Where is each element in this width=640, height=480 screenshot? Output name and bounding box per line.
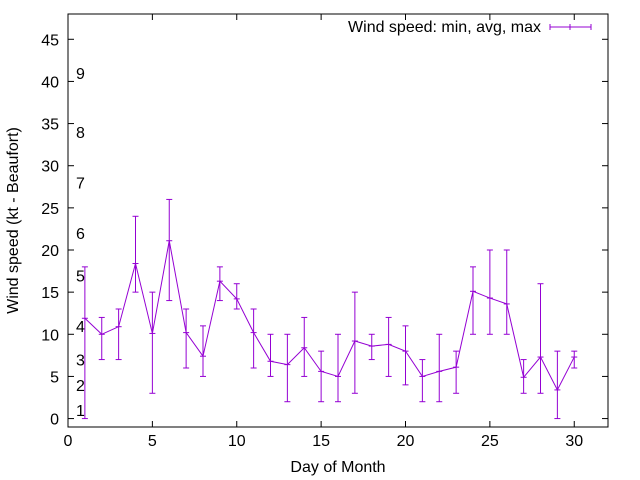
x-tick-label: 15 <box>312 433 330 450</box>
data-point-error-bar <box>470 266 476 335</box>
y-tick-label: 15 <box>41 285 59 302</box>
y-tick-label: 40 <box>41 74 59 91</box>
x-tick-label: 30 <box>565 433 583 450</box>
data-point-error-bar <box>419 359 426 403</box>
y-tick-label: 5 <box>50 369 59 386</box>
data-point-error-bar <box>453 350 460 394</box>
data-point-error-bar <box>284 333 291 403</box>
data-point-error-bar <box>250 308 257 369</box>
x-axis-ticks: 0 5 10 15 20 25 30 <box>64 14 583 450</box>
x-tick-label: 10 <box>228 433 246 450</box>
data-point-error-bar <box>486 249 493 335</box>
y-tick-label: 45 <box>41 32 59 49</box>
data-point-error-bar <box>368 333 375 361</box>
data-point-error-bar <box>520 359 527 394</box>
beaufort-label: 6 <box>76 226 85 243</box>
x-tick-label: 25 <box>481 433 499 450</box>
data-point-error-bar <box>503 249 510 335</box>
y-tick-label: 35 <box>41 117 59 134</box>
data-point-error-bar <box>149 291 156 394</box>
beaufort-scale-labels: 1 2 3 4 5 6 7 8 9 <box>76 66 85 420</box>
x-tick-label: 0 <box>64 433 73 450</box>
x-tick-label: 5 <box>148 433 157 450</box>
data-point-error-bar <box>132 215 139 293</box>
y-tick-label: 20 <box>41 243 59 260</box>
y-tick-label: 30 <box>41 159 59 176</box>
wind-speed-series <box>81 198 578 420</box>
x-tick-label: 20 <box>397 433 415 450</box>
data-point-error-bar <box>183 308 190 369</box>
data-point-error-bar <box>571 350 578 369</box>
data-point-error-bar <box>335 333 341 403</box>
data-point-error-bar <box>436 333 443 403</box>
data-point-error-bar <box>81 266 88 420</box>
data-point-error-bar <box>318 350 325 403</box>
beaufort-label: 7 <box>76 176 85 193</box>
data-point-error-bar <box>301 316 308 377</box>
data-point-error-bar <box>385 316 392 377</box>
beaufort-label: 4 <box>76 319 85 336</box>
beaufort-label: 5 <box>76 268 85 285</box>
beaufort-label: 1 <box>76 403 85 420</box>
data-point-error-bar <box>267 333 274 377</box>
data-point-error-bar <box>115 308 122 361</box>
legend: Wind speed: min, avg, max <box>348 19 592 36</box>
beaufort-label: 3 <box>76 353 85 370</box>
data-point-error-bar <box>537 283 544 394</box>
beaufort-label: 2 <box>76 378 85 395</box>
beaufort-label: 9 <box>76 66 85 83</box>
data-point-error-bar <box>200 325 206 377</box>
legend-label: Wind speed: min, avg, max <box>348 19 541 36</box>
y-tick-label: 25 <box>41 201 59 218</box>
data-point-error-bar <box>351 291 358 394</box>
series-line <box>84 240 575 392</box>
x-axis-label: Day of Month <box>290 459 385 476</box>
beaufort-label: 8 <box>76 125 85 142</box>
y-axis-label: Wind speed (kt - Beaufort) <box>5 127 22 314</box>
y-tick-label: 0 <box>50 412 59 429</box>
data-point-error-bar <box>554 350 561 420</box>
data-point-error-bar <box>166 198 173 302</box>
data-point-error-bar <box>98 316 105 361</box>
plot-border <box>67 13 609 428</box>
data-point-error-bar <box>233 283 240 310</box>
data-point-error-bar <box>402 325 409 386</box>
data-point-error-bar <box>216 266 223 302</box>
y-tick-label: 10 <box>41 327 59 344</box>
plot-frame <box>67 13 609 428</box>
